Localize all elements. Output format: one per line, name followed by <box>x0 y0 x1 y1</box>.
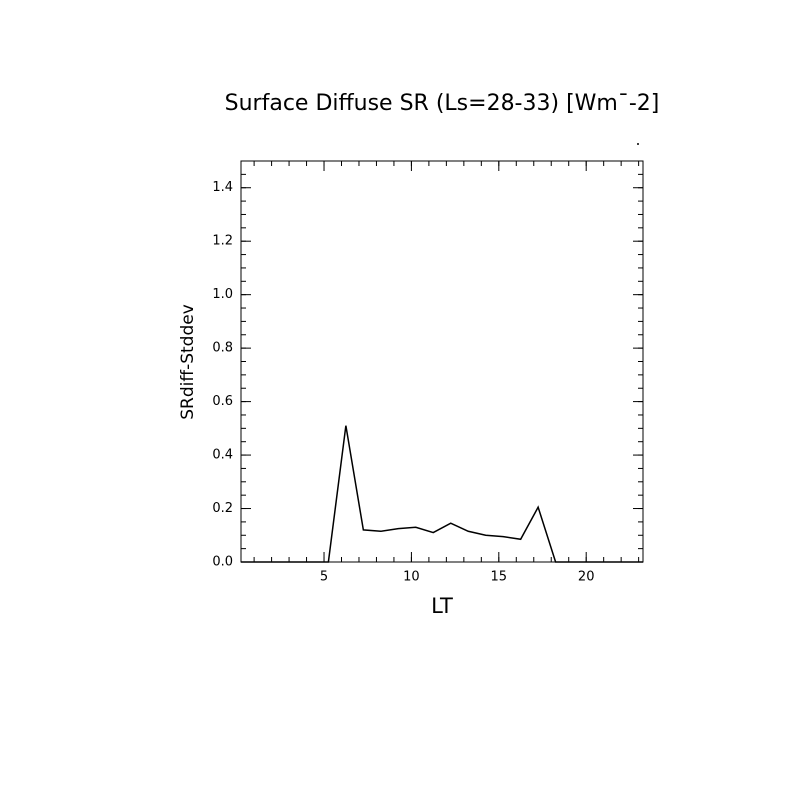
y-tick-label: 0.2 <box>212 501 233 516</box>
dot <box>637 143 639 145</box>
x-tick-label: 10 <box>403 570 420 585</box>
y-tick-label: 0.6 <box>212 394 233 409</box>
y-tick-label: 0.0 <box>212 555 233 570</box>
y-axis-label: SRdiff-Stddev <box>178 304 198 420</box>
x-tick-label: 15 <box>491 570 508 585</box>
y-tick-label: 1.0 <box>212 287 233 302</box>
x-tick-label: 20 <box>578 570 595 585</box>
y-tick-label: 1.4 <box>212 180 233 195</box>
data-line <box>241 425 643 563</box>
y-tick-label: 1.2 <box>212 234 233 249</box>
y-tick-label: 0.8 <box>212 341 233 356</box>
chart-title: Surface Diffuse SR (Ls=28-33) [Wm¯-2] <box>225 91 660 116</box>
x-tick-label: 5 <box>320 570 328 585</box>
x-axis-label: LT <box>431 594 453 618</box>
y-tick-label: 0.4 <box>212 448 233 463</box>
